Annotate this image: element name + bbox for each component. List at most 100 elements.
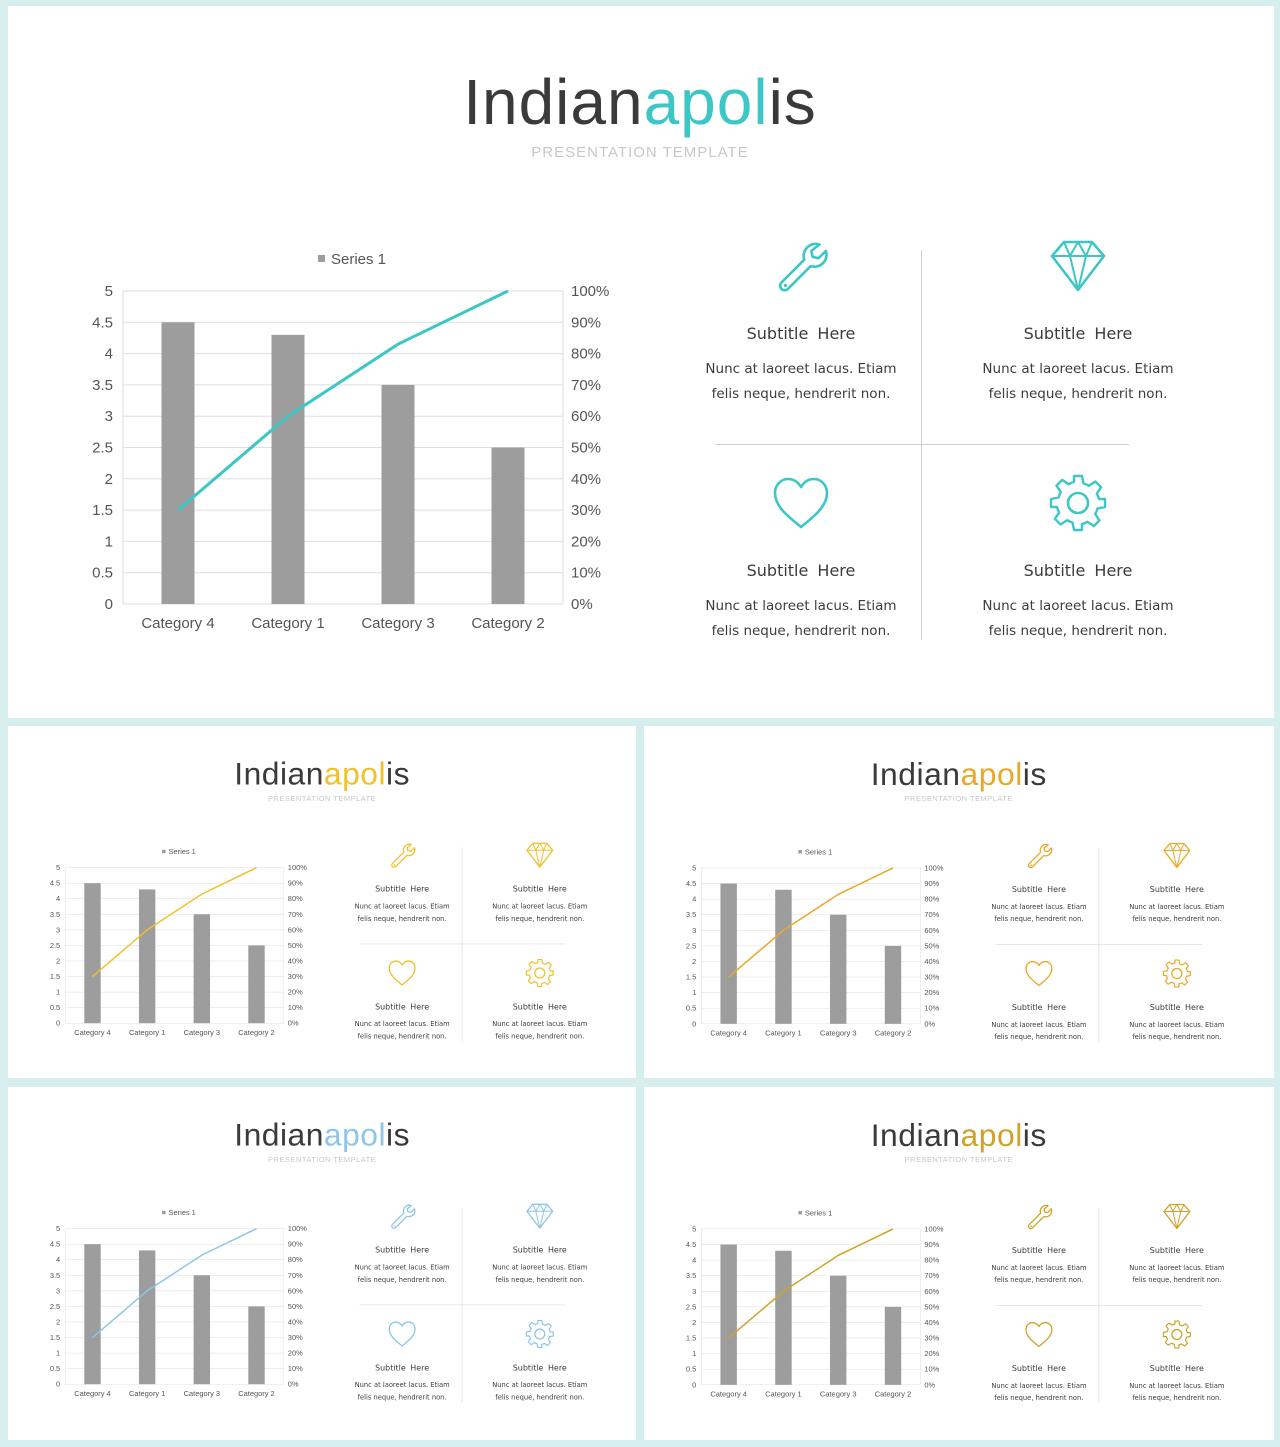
feature-subtitle: Subtitle Here	[1149, 884, 1204, 894]
x-tick-label: Category 3	[820, 1390, 857, 1399]
slide-tagline: PRESENTATION TEMPLATE	[904, 794, 1013, 804]
feature-grid: Subtitle Here Nunc at laoreet lacus. Etia…	[351, 839, 587, 1042]
feature-card: Subtitle Here Nunc at laoreet lacus. Etia…	[352, 839, 451, 925]
y-tick-label: 3.5	[50, 910, 60, 919]
y-tick-label: 0	[692, 1380, 696, 1389]
slide-title: Indianapolis	[8, 1115, 636, 1155]
y2-tick-label: 80%	[924, 895, 939, 904]
y2-tick-label: 30%	[288, 1333, 303, 1342]
feature-card: Subtitle Here Nunc at laoreet lacus. Etia…	[1127, 958, 1227, 1044]
y-tick-label: 3.5	[686, 910, 696, 919]
x-tick-label: Category 4	[141, 615, 214, 632]
feature-card: Subtitle Here Nunc at laoreet lacus. Etia…	[701, 471, 901, 644]
y2-tick-label: 80%	[571, 346, 601, 363]
y2-tick-label: 70%	[924, 1271, 939, 1280]
slide-yellow[interactable]: Indianapolis PRESENTATION TEMPLATE Serie…	[8, 726, 636, 1078]
title-part-2: apol	[643, 66, 769, 138]
gear-icon	[1046, 471, 1110, 535]
x-tick-label: Category 1	[129, 1028, 165, 1037]
legend-label: Series 1	[805, 1208, 832, 1217]
line-series	[92, 1227, 257, 1339]
slide-teal-large[interactable]: Indianapolis PRESENTATION TEMPLATE Serie…	[8, 6, 1274, 718]
x-tick-label: Category 1	[765, 1029, 802, 1038]
y2-tick-label: 90%	[288, 1240, 303, 1249]
y-tick-label: 1.5	[92, 502, 113, 519]
y-tick-label: 4.5	[686, 1240, 696, 1249]
y-tick-label: 4.5	[50, 1240, 60, 1249]
y-tick-label: 0.5	[50, 1364, 60, 1373]
chart-svg: Series 1 0 0% 0.5 10% 1 20% 1.5 30% 2 40% 2.5 50% 3 60…	[686, 847, 944, 1038]
y-tick-label: 1.5	[686, 1334, 696, 1343]
y-tick-label: 1.5	[50, 1333, 60, 1342]
feature-text-line-1: Nunc at laoreet lacus. Etiam	[354, 1263, 450, 1272]
slide-tagline: PRESENTATION TEMPLATE	[268, 1155, 377, 1165]
x-tick-label: Category 2	[238, 1028, 274, 1037]
title-part-2: apol	[323, 1116, 387, 1153]
y2-tick-label: 60%	[924, 926, 939, 935]
title-part-3: is	[768, 66, 817, 138]
feature-text-line-1: Nunc at laoreet lacus. Etiam	[354, 902, 450, 911]
feature-text-line-2: felis neque, hendrerit non.	[988, 386, 1168, 402]
y-tick-label: 0.5	[686, 1004, 696, 1013]
y2-tick-label: 0%	[924, 1380, 935, 1389]
y2-tick-label: 70%	[924, 910, 939, 919]
y-tick-label: 0	[105, 596, 113, 613]
combo-chart: Series 1 0 0% 0.5 10% 1 20% 1.5 30% 2 40% 2.5 50% 3 60…	[28, 840, 316, 1039]
title-part-2: apol	[960, 755, 1023, 792]
feature-card: Subtitle Here Nunc at laoreet lacus. Etia…	[701, 234, 901, 407]
bar	[138, 889, 156, 1024]
feature-subtitle: Subtitle Here	[1011, 1002, 1066, 1012]
y-tick-label: 2.5	[92, 440, 113, 457]
legend-swatch	[162, 849, 166, 854]
y-tick-label: 2.5	[50, 1302, 60, 1311]
y-tick-label: 4	[56, 1255, 60, 1264]
feature-text-line-2: felis neque, hendrerit non.	[357, 914, 447, 923]
feature-subtitle: Subtitle Here	[512, 1362, 567, 1373]
x-tick-label: Category 3	[184, 1389, 220, 1398]
feature-card: Subtitle Here Nunc at laoreet lacus. Etia…	[978, 234, 1178, 407]
feature-text-line-2: felis neque, hendrerit non.	[357, 1275, 447, 1284]
gear-icon	[524, 1318, 556, 1350]
feature-text-line-1: Nunc at laoreet lacus. Etiam	[492, 1263, 588, 1272]
y2-tick-label: 100%	[571, 283, 609, 300]
feature-text-line-1: Nunc at laoreet lacus. Etiam	[991, 1020, 1087, 1029]
slide-gold[interactable]: Indianapolis PRESENTATION TEMPLATE Serie…	[644, 1087, 1274, 1440]
y-tick-label: 4	[105, 346, 113, 363]
y2-tick-label: 90%	[924, 1240, 939, 1249]
y-tick-label: 2	[56, 956, 60, 965]
y-tick-label: 2	[692, 957, 696, 966]
x-tick-label: Category 1	[765, 1390, 802, 1399]
feature-subtitle: Subtitle Here	[512, 1001, 567, 1012]
y-tick-label: 1	[692, 1349, 696, 1358]
y-tick-label: 1	[56, 988, 60, 997]
y-tick-label: 3	[692, 1287, 696, 1296]
feature-text-line-2: felis neque, hendrerit non.	[357, 1393, 447, 1402]
y2-tick-label: 40%	[924, 1318, 939, 1327]
x-tick-label: Category 4	[74, 1028, 110, 1037]
feature-text: Nunc at laoreet lacus. Etiam felis neque,…	[1127, 1019, 1227, 1044]
bar	[884, 1306, 902, 1385]
y2-tick-label: 50%	[924, 1302, 939, 1311]
feature-text-line-1: Nunc at laoreet lacus. Etiam	[354, 1020, 450, 1029]
feature-text-line-1: Nunc at laoreet lacus. Etiam	[492, 902, 588, 911]
slide-orange[interactable]: Indianapolis PRESENTATION TEMPLATE Serie…	[644, 726, 1274, 1078]
feature-text-line-2: felis neque, hendrerit non.	[994, 1394, 1084, 1403]
feature-text: Nunc at laoreet lacus. Etiam felis neque,…	[978, 594, 1178, 644]
y-tick-label: 3	[56, 1286, 60, 1295]
y-tick-label: 3	[692, 926, 696, 935]
feature-text-line-1: Nunc at laoreet lacus. Etiam	[991, 902, 1087, 911]
slide-light-blue[interactable]: Indianapolis PRESENTATION TEMPLATE Serie…	[8, 1087, 636, 1440]
y-tick-label: 0.5	[686, 1365, 696, 1374]
y2-tick-label: 80%	[288, 1255, 303, 1264]
y2-tick-label: 70%	[288, 1271, 303, 1280]
x-tick-label: Category 2	[471, 615, 544, 632]
y-tick-label: 0	[692, 1019, 696, 1028]
y2-tick-label: 20%	[924, 988, 939, 997]
y-tick-label: 3	[56, 925, 60, 934]
feature-text: Nunc at laoreet lacus. Etiam felis neque,…	[989, 1019, 1089, 1044]
feature-text-line-2: felis neque, hendrerit non.	[495, 914, 585, 923]
feature-grid: Subtitle Here Nunc at laoreet lacus. Etia…	[351, 1200, 587, 1403]
y2-tick-label: 10%	[288, 1003, 303, 1012]
y2-tick-label: 10%	[924, 1365, 939, 1374]
feature-subtitle: Subtitle Here	[1149, 1002, 1204, 1012]
